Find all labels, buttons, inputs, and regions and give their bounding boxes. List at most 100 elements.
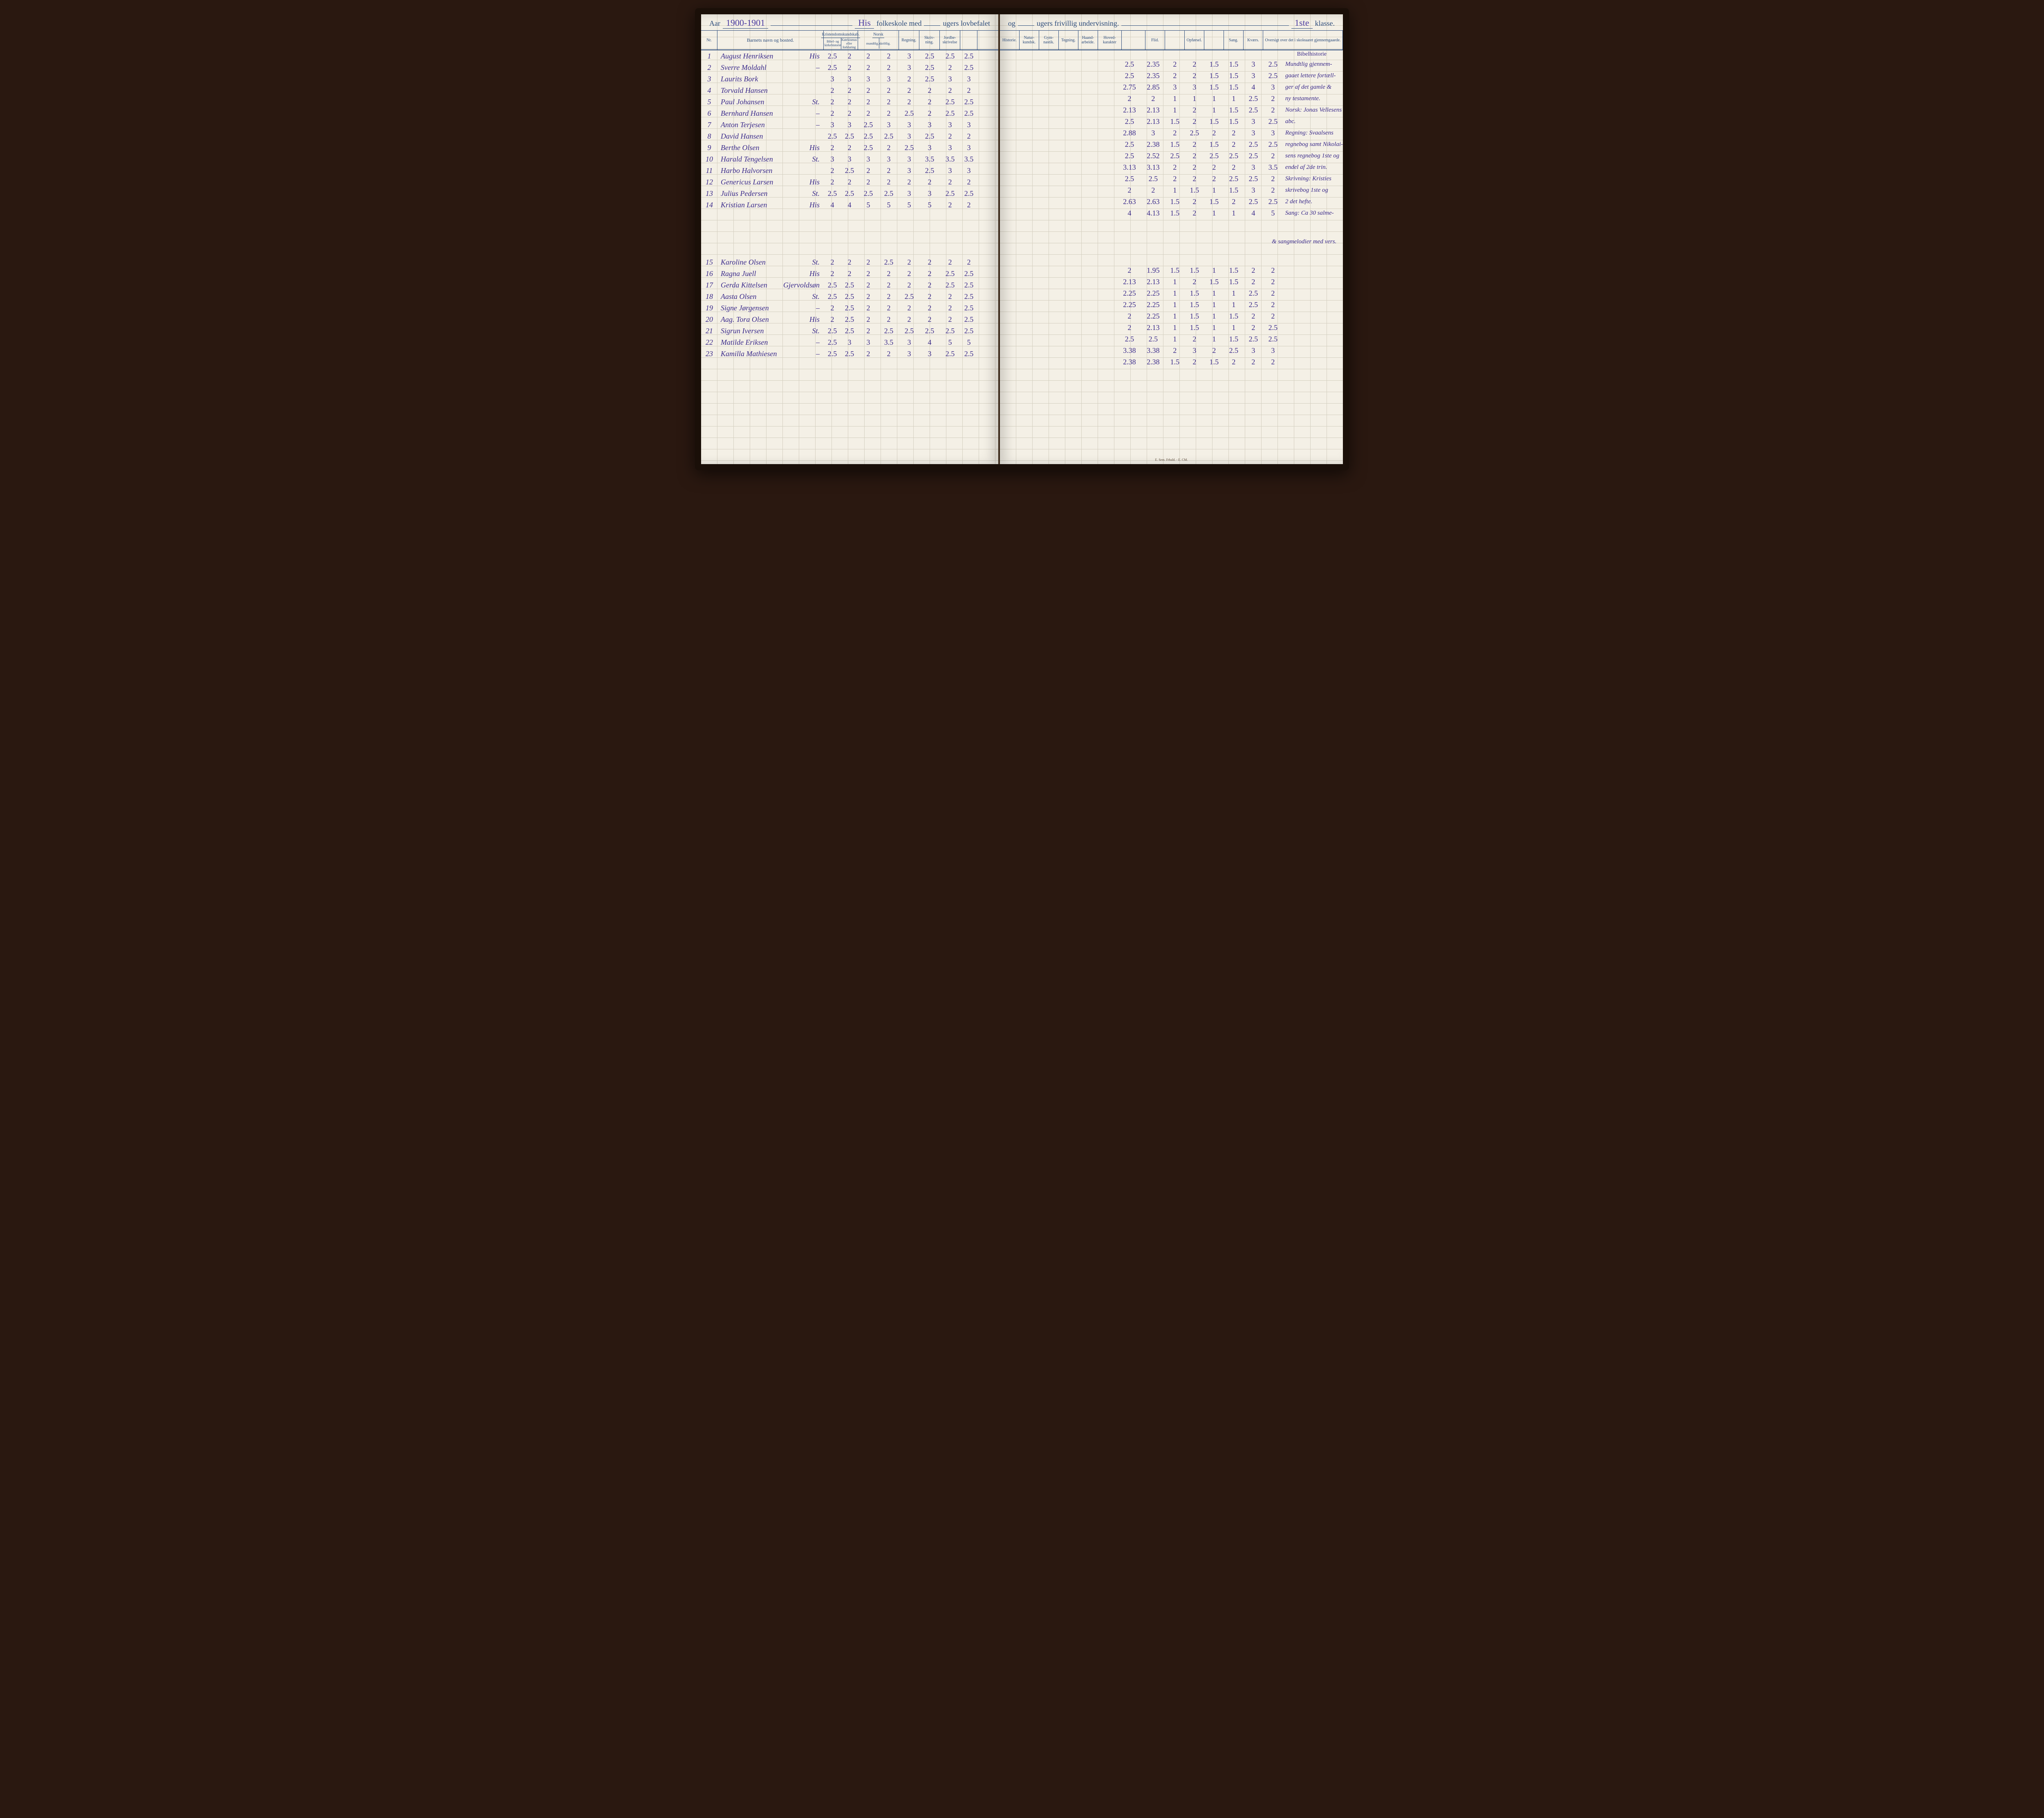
cell-nr: 8 — [701, 132, 717, 141]
cell-grade: 2 — [1185, 175, 1204, 183]
cell-note: regnebog samt Nikolai- — [1283, 141, 1343, 148]
cell-nr: 2 — [701, 63, 717, 72]
cell-grade: 2 — [1224, 140, 1244, 149]
cell-grade: 2.5 — [1263, 60, 1283, 69]
cell-grade: 1.5 — [1204, 72, 1224, 80]
cell-grade: 2 — [1118, 312, 1141, 321]
cell-grade: 3.5 — [919, 155, 940, 164]
cell-name: Kristian LarsenHis — [717, 201, 824, 209]
cell-grade: 2 — [1204, 163, 1224, 172]
cell-grade: 2.5 — [899, 327, 919, 335]
cell-grade: 2 — [1263, 94, 1283, 103]
cell-grade: 2 — [1224, 358, 1244, 366]
cell-grade: 2.5 — [1224, 175, 1244, 183]
cell-grade: 5 — [899, 201, 919, 209]
cell-grade: 2.5 — [960, 281, 977, 290]
cell-grade: 2 — [1263, 175, 1283, 183]
cell-grade: 1.5 — [1224, 186, 1244, 195]
cell-grade: 3 — [940, 144, 960, 152]
cell-grade: 5 — [1263, 209, 1283, 218]
cell-grade: 3 — [1263, 346, 1283, 355]
cell-grade: 2 — [940, 86, 960, 95]
cell-grade: 1 — [1185, 94, 1204, 103]
cell-grade: 2 — [899, 281, 919, 290]
cell-grade: 2 — [879, 63, 899, 72]
cell-grade: 2 — [1263, 278, 1283, 286]
cell-grade: 2.5 — [1244, 198, 1263, 206]
cell-grade: 2.5 — [919, 63, 940, 72]
cell-grade: 2 — [879, 350, 899, 358]
cell-grade: 2 — [841, 86, 858, 95]
cell-grade: 2 — [841, 63, 858, 72]
cell-grade: 2 — [858, 178, 879, 186]
ledger-book: Aar 1900-1901 His folkeskole med ugers l… — [695, 8, 1349, 470]
cell-grade: 2.5 — [960, 269, 977, 278]
cell-note: ny testamente. — [1283, 95, 1343, 102]
cell-grade: 3 — [940, 121, 960, 129]
table-row: 2.52.51211.52.52.5 — [1000, 333, 1343, 345]
cell-grade: 2 — [1204, 346, 1224, 355]
cell-grade: 2.5 — [960, 304, 977, 312]
cell-grade: 3 — [858, 338, 879, 347]
cell-grade: 3 — [1244, 129, 1263, 137]
cell-grade: 2.5 — [858, 189, 879, 198]
cell-grade: 2.5 — [940, 52, 960, 61]
cell-grade: 2 — [858, 292, 879, 301]
cell-grade: 2 — [824, 109, 841, 118]
cell-grade: 2 — [858, 109, 879, 118]
cell-grade: 3 — [858, 75, 879, 83]
cell-grade: 1.5 — [1165, 198, 1185, 206]
cell-note: skrivebog 1ste og — [1283, 187, 1343, 194]
cell-grade: 2 — [899, 86, 919, 95]
cell-grade: 2 — [919, 292, 940, 301]
table-row: 3.383.382322.533 — [1000, 345, 1343, 356]
cell-grade: 2 — [879, 315, 899, 324]
printer-note: E. Sem. Frhald. - E. CM. — [1155, 458, 1188, 462]
cell-grade: 2 — [940, 292, 960, 301]
cell-grade: 2 — [824, 86, 841, 95]
cell-grade: 2.5 — [1244, 335, 1263, 343]
cell-grade: 5 — [919, 201, 940, 209]
cell-grade: 2.38 — [1118, 358, 1141, 366]
cell-grade: 2.5 — [841, 292, 858, 301]
cell-grade: 3.5 — [879, 338, 899, 347]
cell-nr: 13 — [701, 189, 717, 198]
cell-grade: 2 — [879, 98, 899, 106]
col-opforsel2 — [1204, 31, 1224, 49]
col-historie: Historie. — [1000, 31, 1020, 49]
cell-grade: 2.5 — [940, 189, 960, 198]
cell-grade: 2.5 — [960, 109, 977, 118]
cell-nr: 11 — [701, 166, 717, 175]
cell-name: Berthe OlsenHis — [717, 144, 824, 152]
cell-grade: 2 — [858, 52, 879, 61]
cell-grade: 3 — [960, 166, 977, 175]
cell-grade: 2.5 — [899, 109, 919, 118]
cell-grade: 2 — [1204, 175, 1224, 183]
cell-grade: 2.5 — [940, 327, 960, 335]
data-rows-right: Bibelhistorie 2.52.35221.51.532.5Mundtli… — [1000, 50, 1343, 368]
cell-grade: 3.13 — [1141, 163, 1165, 172]
cell-grade: 2.5 — [841, 350, 858, 358]
cell-grade: 2 — [940, 132, 960, 141]
cell-nr: 4 — [701, 86, 717, 95]
cell-grade: 2.5 — [879, 189, 899, 198]
ugers2 — [1018, 25, 1034, 26]
cell-grade: 2 — [1185, 72, 1204, 80]
cell-grade: 4 — [1244, 83, 1263, 92]
cell-grade: 2.63 — [1141, 198, 1165, 206]
cell-grade: 2.5 — [1185, 129, 1204, 137]
cell-grade: 3 — [919, 121, 940, 129]
col-kvaer: Kværs. — [1244, 31, 1263, 49]
cell-grade: 2.13 — [1141, 106, 1165, 114]
cell-grade: 2 — [841, 98, 858, 106]
cell-note: & sangmelodier med vers. — [1269, 238, 1343, 245]
cell-grade: 2 — [960, 201, 977, 209]
cell-grade: 2 — [1185, 198, 1204, 206]
cell-grade: 1 — [1165, 335, 1185, 343]
cell-grade: 3.5 — [940, 155, 960, 164]
cell-grade: 2 — [1185, 152, 1204, 160]
cell-grade: 2 — [858, 166, 879, 175]
cell-name: Aasta OlsenSt. — [717, 292, 824, 301]
cell-grade: 2.5 — [1244, 152, 1263, 160]
cell-name: Paul JohansenSt. — [717, 98, 824, 106]
